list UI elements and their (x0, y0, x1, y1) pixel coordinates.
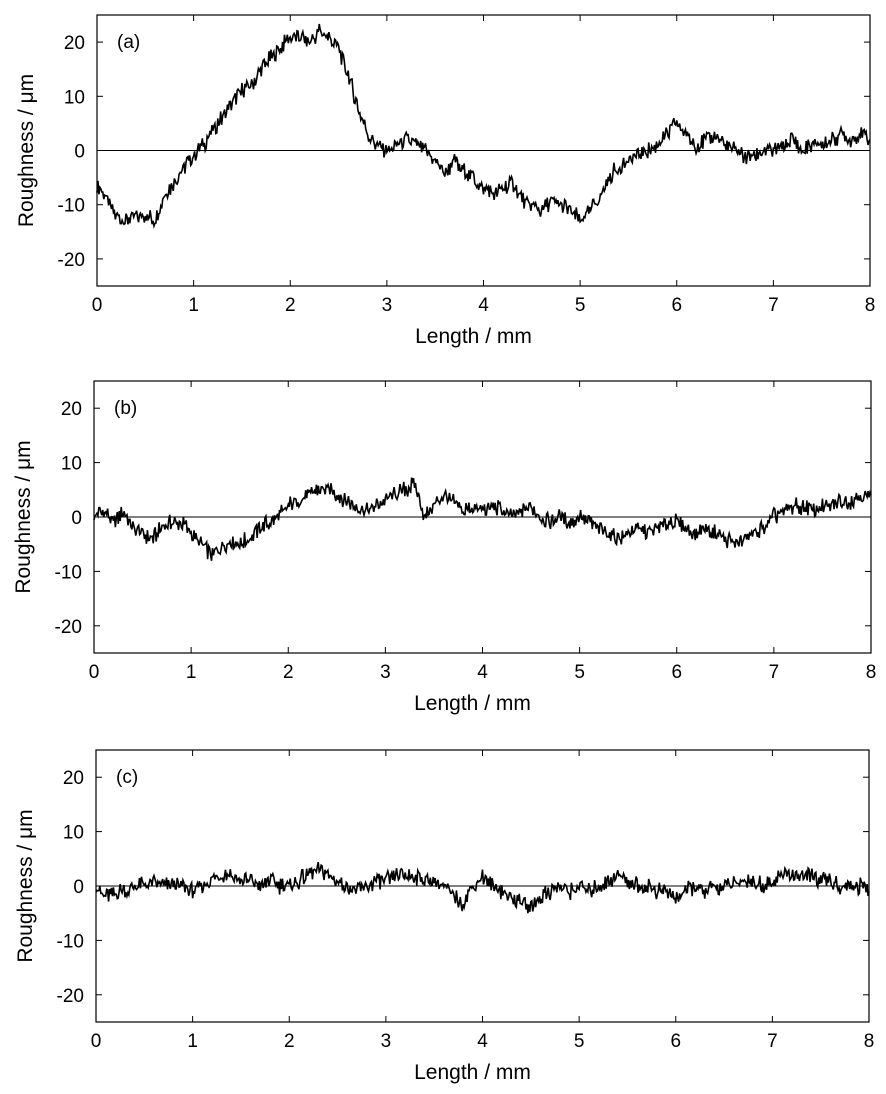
x-tick-label: 6 (671, 662, 682, 683)
x-tick-label: 0 (89, 662, 100, 683)
x-tick-label: 1 (187, 1031, 198, 1052)
y-tick-label: 0 (71, 508, 82, 529)
x-tick-label: 8 (864, 1031, 875, 1052)
x-tick-label: 6 (670, 1031, 681, 1052)
y-tick-label: -10 (58, 196, 85, 217)
panel-tag: (c) (116, 767, 138, 788)
x-axis-title: Length / mm (414, 1061, 531, 1084)
x-tick-label: 5 (575, 295, 586, 316)
x-axis-title: Length / mm (415, 325, 532, 348)
y-tick-label: 0 (74, 142, 85, 163)
y-tick-label: 10 (64, 87, 85, 108)
x-tick-label: 7 (767, 1031, 778, 1052)
y-axis-title: Roughness / μm (14, 809, 37, 962)
x-tick-label: 2 (285, 295, 296, 316)
x-tick-label: 7 (769, 662, 780, 683)
x-tick-label: 8 (865, 295, 876, 316)
x-axis-title: Length / mm (414, 692, 531, 715)
panel-a: 0 1 2 3 4 5 6 7 8 -20 -10 0 10 20 Length / mm Roughness… (15, 14, 876, 348)
roughness-profile-line (93, 477, 872, 561)
x-tick-label: 4 (477, 1031, 488, 1052)
y-tick-label: -10 (55, 562, 82, 583)
y-tick-label: -20 (55, 617, 82, 638)
x-tick-label: 0 (91, 1031, 102, 1052)
x-tick-label: 5 (574, 662, 585, 683)
panel-c: 0 1 2 3 4 5 6 7 8 -20 -10 0 10 20 Length / mm Roughness… (14, 749, 875, 1084)
panel-tag: (b) (114, 398, 137, 419)
x-tick-label: 8 (866, 662, 877, 683)
roughness-profile-line (95, 861, 870, 914)
y-tick-label: -20 (57, 986, 84, 1007)
panel-b: 0 1 2 3 4 5 6 7 8 -20 -10 0 10 20 Length / mm Roughness… (12, 380, 877, 715)
x-tick-label: 3 (381, 1031, 392, 1052)
y-axis-title: Roughness / μm (12, 440, 35, 593)
x-tick-label: 6 (671, 295, 682, 316)
y-tick-label: 20 (63, 768, 84, 789)
x-tick-label: 5 (574, 1031, 585, 1052)
roughness-profile-line (96, 23, 871, 229)
x-tick-label: 3 (380, 662, 391, 683)
y-tick-label: 10 (63, 823, 84, 844)
x-tick-label: 2 (284, 1031, 295, 1052)
x-tick-label: 2 (283, 662, 294, 683)
x-tick-label: 1 (188, 295, 199, 316)
y-tick-label: 0 (73, 877, 84, 898)
y-tick-label: 20 (61, 399, 82, 420)
x-tick-label: 7 (768, 295, 779, 316)
x-tick-label: 1 (186, 662, 197, 683)
y-tick-label: 20 (64, 33, 85, 54)
y-tick-label: -20 (58, 250, 85, 271)
x-tick-label: 4 (477, 662, 488, 683)
y-tick-label: 10 (61, 454, 82, 475)
x-tick-label: 0 (92, 295, 103, 316)
y-tick-label: -10 (57, 931, 84, 952)
y-axis-title: Roughness / μm (15, 74, 38, 227)
panel-tag: (a) (117, 32, 140, 53)
x-tick-label: 3 (382, 295, 393, 316)
x-tick-label: 4 (478, 295, 489, 316)
